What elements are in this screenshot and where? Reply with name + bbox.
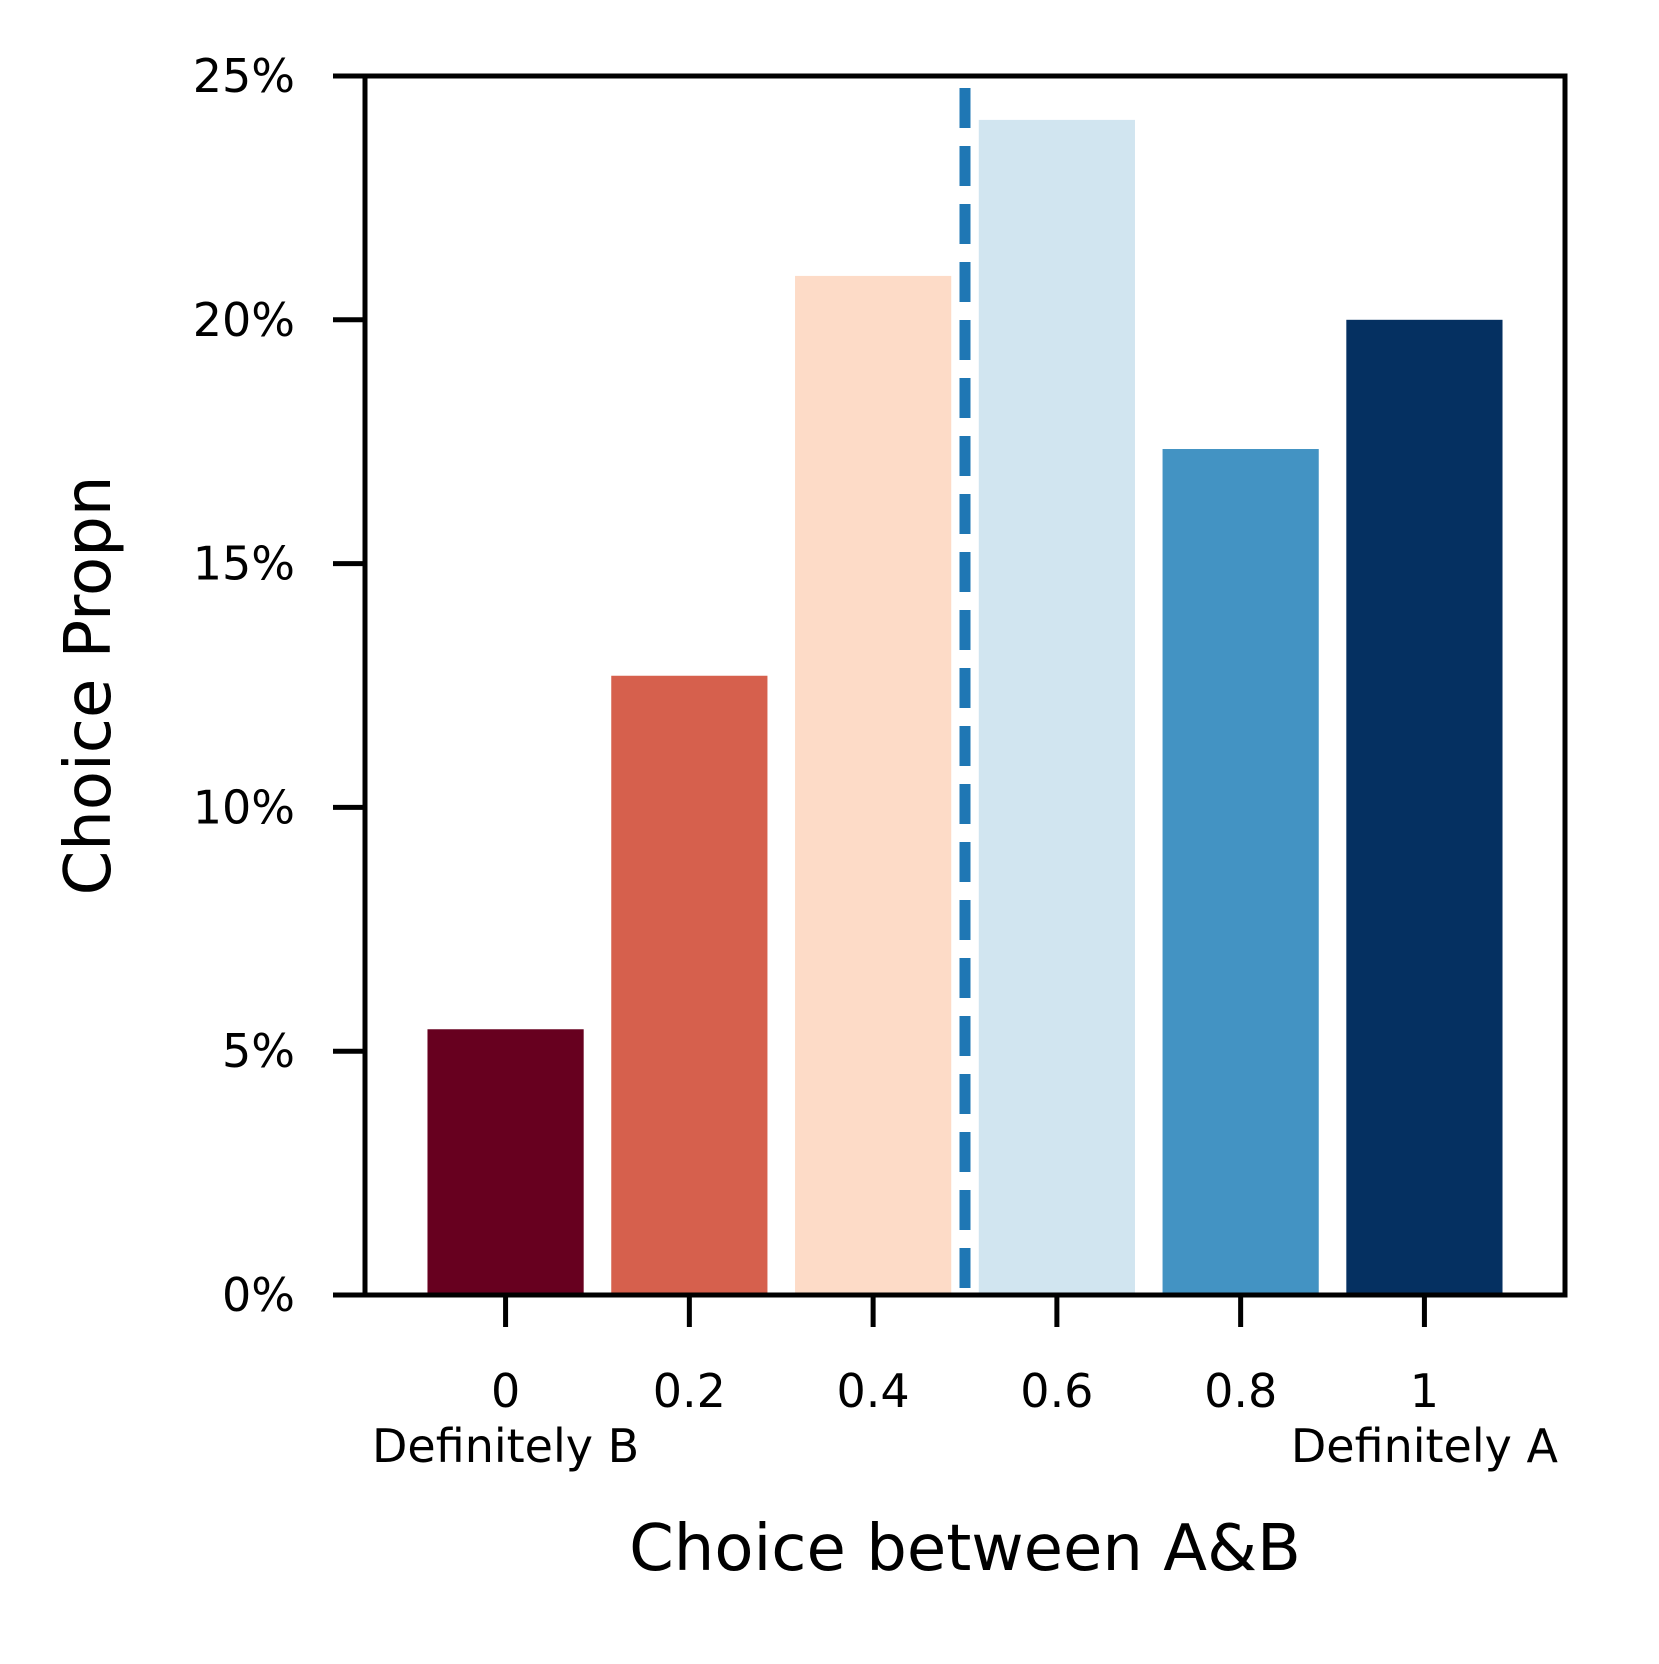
y-tick-label: 25%: [193, 49, 295, 103]
x-tick-label: 0.2: [653, 1364, 726, 1418]
x-axis-title: Choice between A&B: [629, 1512, 1301, 1586]
bar-1: [1346, 319, 1503, 1295]
x-tick-label: 0.8: [1204, 1364, 1277, 1418]
x-anchor-label-definitely-a: Definitely A: [1291, 1419, 1559, 1473]
bar-0.4: [795, 275, 952, 1295]
x-tick-label: 1: [1410, 1364, 1439, 1418]
x-axis: 0 0.2 0.4 0.6 0.8 1: [491, 1295, 1439, 1418]
plot-frame-border: [362, 73, 1568, 1298]
y-tick-label: 20%: [193, 293, 295, 347]
x-tick-label: 0: [491, 1364, 520, 1418]
bar-0.2: [611, 675, 768, 1295]
bars: [427, 119, 1503, 1295]
y-axis: 0% 5% 10% 15% 20% 25%: [193, 49, 365, 1322]
y-tick-label: 10%: [193, 780, 295, 834]
y-tick-label: 0%: [222, 1268, 295, 1322]
bar-0.8: [1162, 449, 1319, 1295]
plot-frame: [362, 73, 1568, 1298]
y-tick-label: 5%: [222, 1024, 295, 1078]
y-axis-title: Choice Propn: [52, 476, 126, 896]
x-tick-label: 0.4: [837, 1364, 910, 1418]
bar-0.6: [978, 119, 1135, 1295]
x-anchor-label-definitely-b: Definitely B: [372, 1419, 639, 1473]
bar-0: [427, 1029, 584, 1295]
x-tick-label: 0.6: [1020, 1364, 1093, 1418]
y-tick-label: 15%: [193, 537, 295, 591]
